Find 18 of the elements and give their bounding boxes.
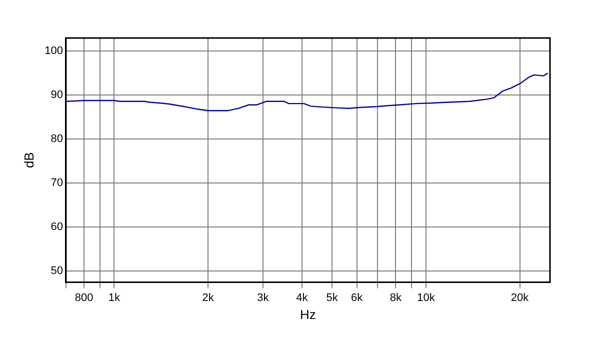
x-tick-label: 4k (296, 292, 308, 304)
y-tick-label: 70 (50, 177, 63, 190)
x-tick-label: 8k (390, 292, 402, 304)
x-tick-label: 3k (257, 292, 270, 304)
x-tick-label: 20k (510, 292, 530, 304)
x-tick-label: 10k (417, 292, 436, 304)
y-axis-title: dB (21, 152, 36, 168)
y-tick-label: 60 (50, 221, 63, 234)
y-tick-label: 100 (44, 45, 63, 58)
y-tick-label: 80 (50, 133, 63, 146)
x-axis-title: Hz (300, 306, 316, 322)
y-tick-label: 50 (50, 265, 63, 278)
x-tick-label: 6k (350, 292, 364, 304)
x-tick-label: 800 (74, 292, 94, 304)
x-tick-label: 2k (202, 292, 214, 304)
y-tick-label: 90 (50, 89, 63, 102)
x-tick-label: 5k (326, 292, 338, 304)
x-tick-label: 1k (108, 292, 121, 304)
